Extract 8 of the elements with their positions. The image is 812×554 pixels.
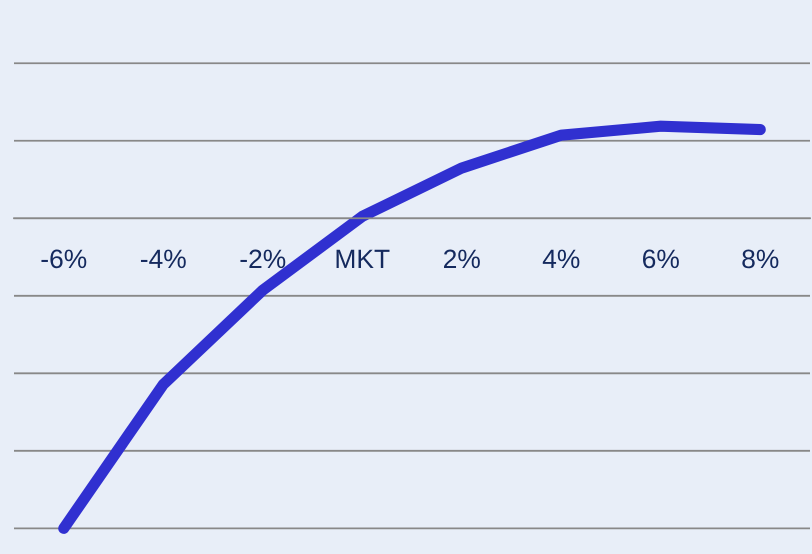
x-tick-label: 8% bbox=[742, 250, 778, 268]
x-tick-label: 4% bbox=[542, 250, 580, 268]
x-tick-label: 6% bbox=[643, 250, 679, 268]
x-tick-label: -6% bbox=[41, 250, 86, 268]
x-tick-label: 2% bbox=[444, 250, 480, 268]
x-tick-label: -4% bbox=[140, 250, 186, 268]
x-tick-label: MKT bbox=[336, 250, 390, 268]
x-tick-label: -2% bbox=[240, 250, 286, 268]
